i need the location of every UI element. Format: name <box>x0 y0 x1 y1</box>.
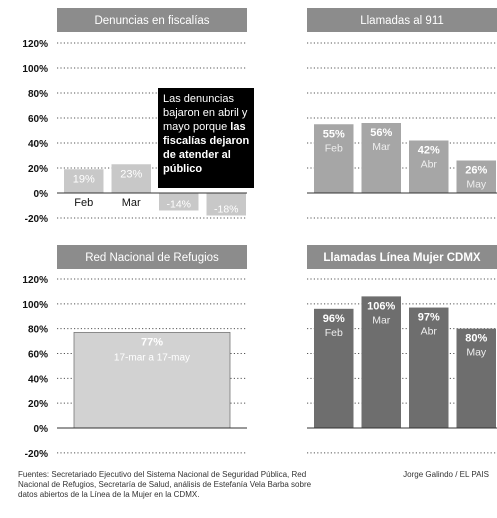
chart-panel-1: Denuncias en fiscalías 120% 100% 80% 60% 40% 2… <box>22 8 254 225</box>
bar <box>314 124 354 193</box>
value-label: -18% <box>214 204 239 216</box>
value-label: 97% <box>418 312 440 324</box>
y-tick-label: 80% <box>28 325 48 336</box>
value-label: 106% <box>367 300 395 312</box>
bar <box>159 193 199 211</box>
y-tick-label: -20% <box>25 214 48 225</box>
bar <box>456 160 496 193</box>
bar <box>111 164 151 193</box>
value-label: 96% <box>323 313 345 325</box>
panel-title: Denuncias en fiscalías <box>94 15 209 27</box>
bar <box>73 331 231 429</box>
category-label: Mar <box>372 314 391 326</box>
value-label: 42% <box>418 145 440 157</box>
value-label: 23% <box>120 168 142 180</box>
annotation-text: Las denuncias bajaron en abril y mayo porq… <box>163 93 249 175</box>
bar <box>456 328 496 428</box>
y-tick-label: 0% <box>34 424 49 435</box>
y-tick-label: 20% <box>28 164 48 175</box>
value-label: 80% <box>465 333 487 345</box>
y-tick-label: 40% <box>28 374 48 385</box>
y-tick-label: 60% <box>28 114 48 125</box>
category-label: May <box>466 347 487 359</box>
bar <box>206 193 246 216</box>
value-label: 26% <box>465 165 487 177</box>
y-tick-label: 20% <box>28 399 48 410</box>
category-label: Abr <box>421 326 438 338</box>
bar <box>361 123 401 193</box>
y-tick-label: 40% <box>28 139 48 150</box>
bar <box>409 140 449 193</box>
annotation-box <box>158 88 254 188</box>
category-label: Feb <box>74 197 93 209</box>
author-credit: Jorge Galindo / EL PAIS <box>403 470 489 479</box>
category-label: Mar <box>372 141 391 153</box>
category-label: Abr <box>421 159 438 171</box>
value-label: 19% <box>73 173 95 185</box>
y-tick-label: 120% <box>22 39 48 50</box>
chart-panel-4: Llamadas Línea Mujer CDMX 96% Feb 106% Mar 97… <box>307 245 497 454</box>
bar <box>361 296 401 428</box>
panel-title-bg <box>307 245 497 269</box>
category-label: Mar <box>122 197 141 209</box>
category-label: Feb <box>325 142 343 154</box>
sources-note: Fuentes: Secretariado Ejecutivo del Sist… <box>18 470 312 499</box>
y-tick-label: 80% <box>28 89 48 100</box>
value-label: 56% <box>370 127 392 139</box>
bar <box>314 308 354 428</box>
category-label: 17-mar a 17-may <box>114 352 190 363</box>
category-label: Feb <box>325 327 343 339</box>
panel-title: Llamadas al 911 <box>360 15 444 27</box>
category-label: May <box>466 179 487 191</box>
y-tick-label: 60% <box>28 350 48 361</box>
bar <box>409 307 449 428</box>
panel-title: Red Nacional de Refugios <box>85 252 219 264</box>
y-tick-label: 0% <box>34 189 49 200</box>
chart-panel-2: Llamadas al 911 55% Feb 56% Mar 42% Abr 26% May <box>307 8 497 219</box>
panel-title-bg <box>57 245 247 269</box>
chart-panel-3: Red Nacional de Refugios 120% 100% 80% 60% 40… <box>22 245 247 460</box>
y-tick-label: 120% <box>22 275 48 286</box>
value-label: 77% <box>141 336 163 348</box>
y-tick-label: -20% <box>25 449 48 460</box>
value-label: 55% <box>323 128 345 140</box>
panel-title-bg <box>307 8 497 32</box>
y-tick-label: 100% <box>22 300 48 311</box>
bar <box>64 169 104 193</box>
panel-title-bg <box>57 8 247 32</box>
y-tick-label: 100% <box>22 64 48 75</box>
panel-title: Llamadas Línea Mujer CDMX <box>323 252 481 264</box>
value-label: -14% <box>166 199 191 211</box>
